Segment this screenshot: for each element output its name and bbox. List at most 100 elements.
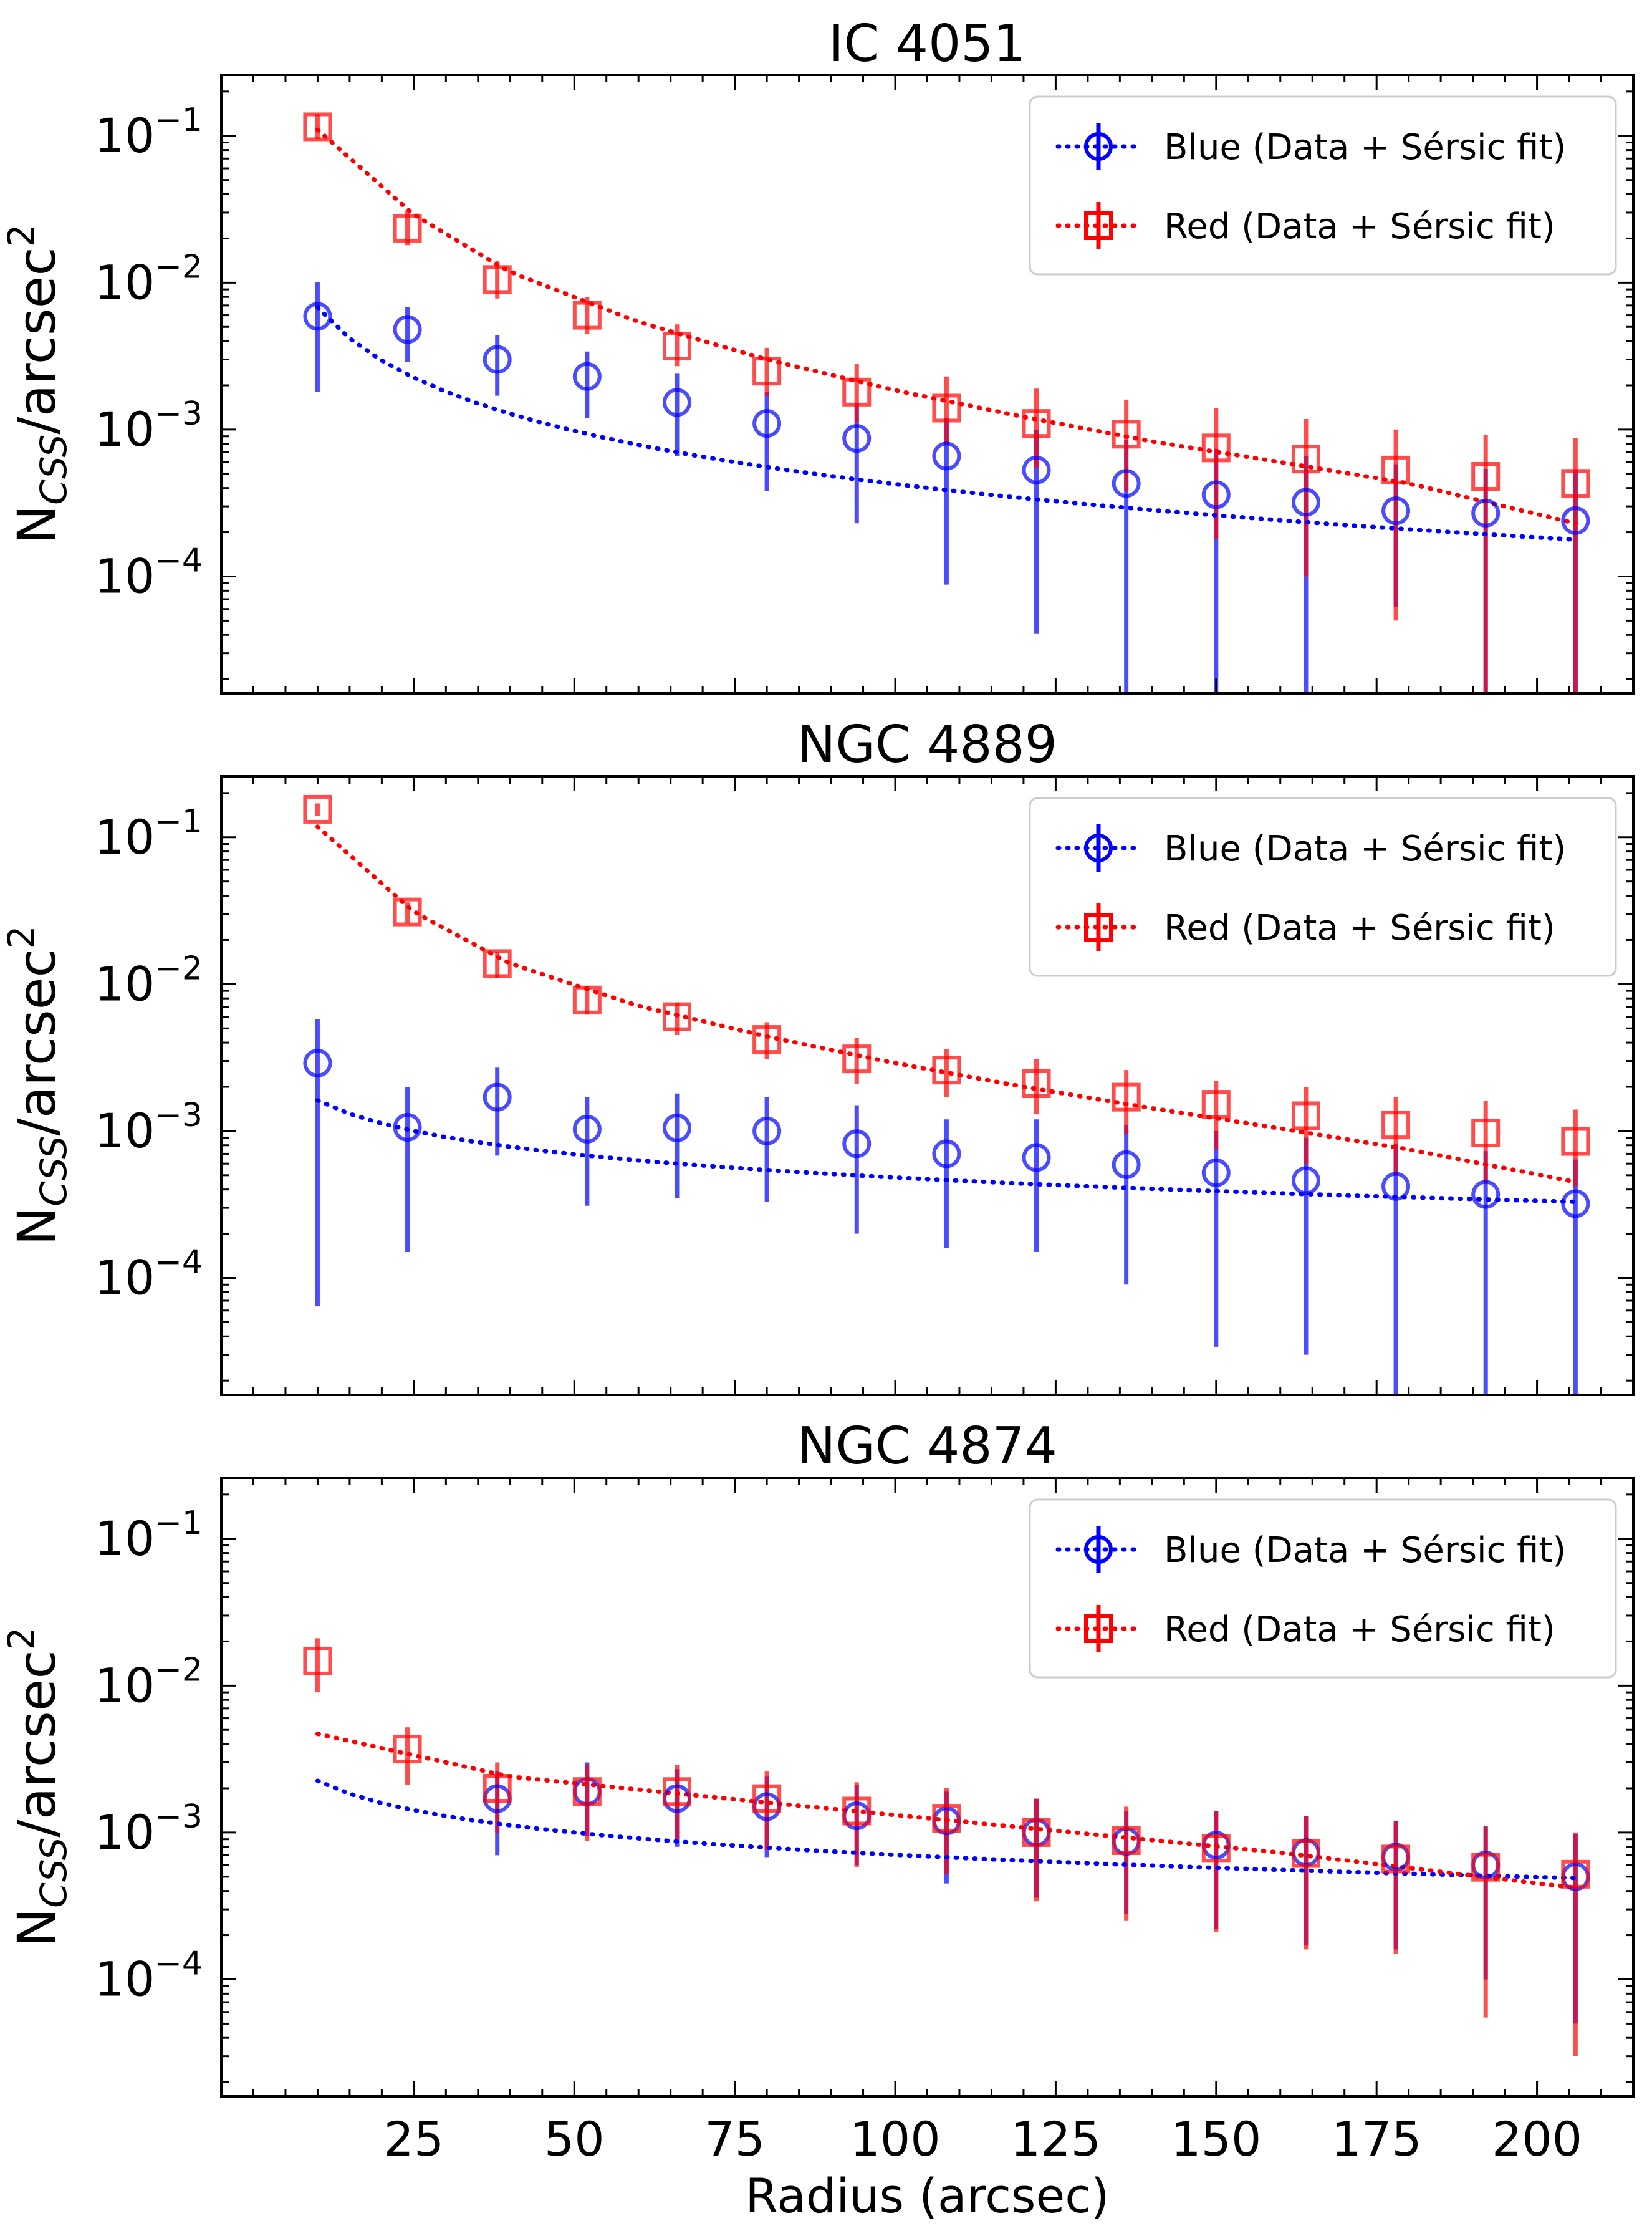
y-label-main: N	[6, 1207, 67, 1246]
ticks	[221, 1478, 1633, 2096]
data-point-red	[662, 1002, 691, 1031]
data-point-blue	[1022, 1143, 1051, 1172]
data-point-red	[483, 1774, 512, 1803]
data-point-blue	[1291, 488, 1320, 517]
x-tick-label: 25	[384, 2111, 444, 2167]
y-tick-base: 10	[95, 1805, 155, 1860]
data-point-blue	[1022, 455, 1051, 484]
legend-label: Red (Data + Sérsic fit)	[1164, 206, 1555, 247]
y-tick-exponent: −3	[155, 1798, 203, 1836]
data-point-blue	[1381, 1172, 1411, 1201]
y-tick-exponent: −2	[155, 248, 203, 286]
plot-area	[303, 1638, 1590, 2056]
legend-label: Blue (Data + Sérsic fit)	[1164, 829, 1566, 869]
data-point-red	[393, 213, 422, 243]
y-label-main: N	[6, 1908, 67, 1947]
data-point-red	[1291, 1101, 1320, 1130]
legend-label: Red (Data + Sérsic fit)	[1164, 908, 1555, 948]
y-label-sup: 2	[0, 224, 42, 247]
legend-box	[1029, 797, 1617, 977]
data-point-red	[932, 1804, 961, 1833]
y-tick-exponent: −1	[155, 803, 203, 841]
panel-title: NGC 4889	[797, 715, 1057, 774]
data-point-blue	[303, 1048, 332, 1077]
data-point-red	[662, 332, 691, 361]
y-tick-base: 10	[95, 1952, 155, 2007]
chart-panel-2: NGC 488910−110−210−310−4NCSS/arcsec2Blue…	[0, 715, 1635, 1396]
legend-box	[1029, 1498, 1617, 1679]
y-tick-exponent: −4	[155, 1945, 203, 1983]
data-point-red	[303, 112, 332, 142]
y-tick-label: 10−1	[95, 1505, 203, 1566]
data-point-red	[483, 265, 512, 294]
data-point-red	[1561, 469, 1590, 498]
y-label-sub: CSS	[32, 1136, 75, 1207]
data-point-blue	[1291, 1166, 1320, 1195]
fit-curve-blue	[315, 1098, 1578, 1204]
y-tick-label: 10−3	[95, 395, 203, 457]
data-point-blue	[1112, 1150, 1141, 1179]
data-point-blue	[572, 362, 602, 391]
legend-marker-square	[1084, 1614, 1113, 1643]
y-tick-base: 10	[95, 1657, 155, 1713]
data-point-blue	[1471, 498, 1501, 528]
x-tick-label: 100	[850, 2111, 940, 2167]
fit-curve-red	[315, 824, 1578, 1185]
data-point-red	[842, 377, 872, 407]
ticks	[221, 776, 1633, 1395]
data-point-red	[1381, 455, 1411, 484]
legend-marker-circle	[1084, 834, 1113, 862]
x-tick-label: 150	[1171, 2111, 1261, 2167]
x-tick-label: 75	[704, 2111, 765, 2167]
y-label-sub: CSS	[32, 1838, 75, 1908]
x-tick-label: 175	[1332, 2111, 1422, 2167]
y-tick-label: 10−3	[95, 1097, 203, 1159]
data-point-red	[572, 985, 602, 1014]
data-point-red	[303, 794, 332, 824]
y-tick-exponent: −1	[155, 1505, 203, 1542]
fit-curve-red	[315, 127, 1578, 526]
y-label-sup: 2	[0, 1627, 42, 1650]
y-tick-exponent: −1	[155, 102, 203, 139]
y-tick-label: 10−3	[95, 1798, 203, 1860]
y-tick-label: 10−1	[95, 803, 203, 865]
data-point-blue	[303, 302, 332, 331]
panel-title: NGC 4874	[797, 1417, 1057, 1476]
legend-marker-square	[1084, 211, 1113, 240]
data-point-red	[1022, 1069, 1051, 1099]
fit-curve-blue	[315, 1778, 1578, 1881]
y-label-sub: CSS	[32, 435, 75, 505]
y-tick-label: 10−2	[95, 248, 203, 310]
data-point-blue	[662, 388, 691, 417]
data-point-red	[572, 301, 602, 330]
y-tick-label: 10−4	[95, 1244, 203, 1306]
data-point-blue	[1112, 469, 1141, 498]
y-tick-base: 10	[95, 1250, 155, 1306]
legend-marker-circle	[1084, 1535, 1113, 1564]
data-point-red	[1201, 1090, 1231, 1119]
data-point-blue	[1201, 480, 1231, 509]
data-point-blue	[842, 1129, 872, 1159]
series-blue	[315, 282, 1578, 693]
data-point-red	[1112, 1826, 1141, 1856]
legend: Blue (Data + Sérsic fit) Red (Data + Sérs…	[1029, 1498, 1617, 1679]
data-point-red	[752, 1784, 782, 1813]
y-tick-exponent: −3	[155, 1097, 203, 1134]
data-point-red	[483, 949, 512, 978]
fit-curve-red	[315, 1732, 1578, 1891]
legend-label: Blue (Data + Sérsic fit)	[1164, 1530, 1566, 1571]
data-point-red	[1022, 409, 1051, 438]
y-tick-label: 10−4	[95, 1945, 203, 2007]
y-tick-base: 10	[95, 254, 155, 310]
x-tick-label: 50	[544, 2111, 605, 2167]
plot-area	[303, 794, 1590, 1395]
data-point-red	[393, 1735, 422, 1764]
y-label-main: N	[6, 505, 67, 544]
data-point-red	[1381, 1844, 1411, 1874]
data-point-blue	[393, 1112, 422, 1142]
data-point-red	[393, 897, 422, 927]
data-point-red	[752, 357, 782, 386]
data-point-red	[1112, 1082, 1141, 1112]
y-tick-base: 10	[95, 108, 155, 163]
